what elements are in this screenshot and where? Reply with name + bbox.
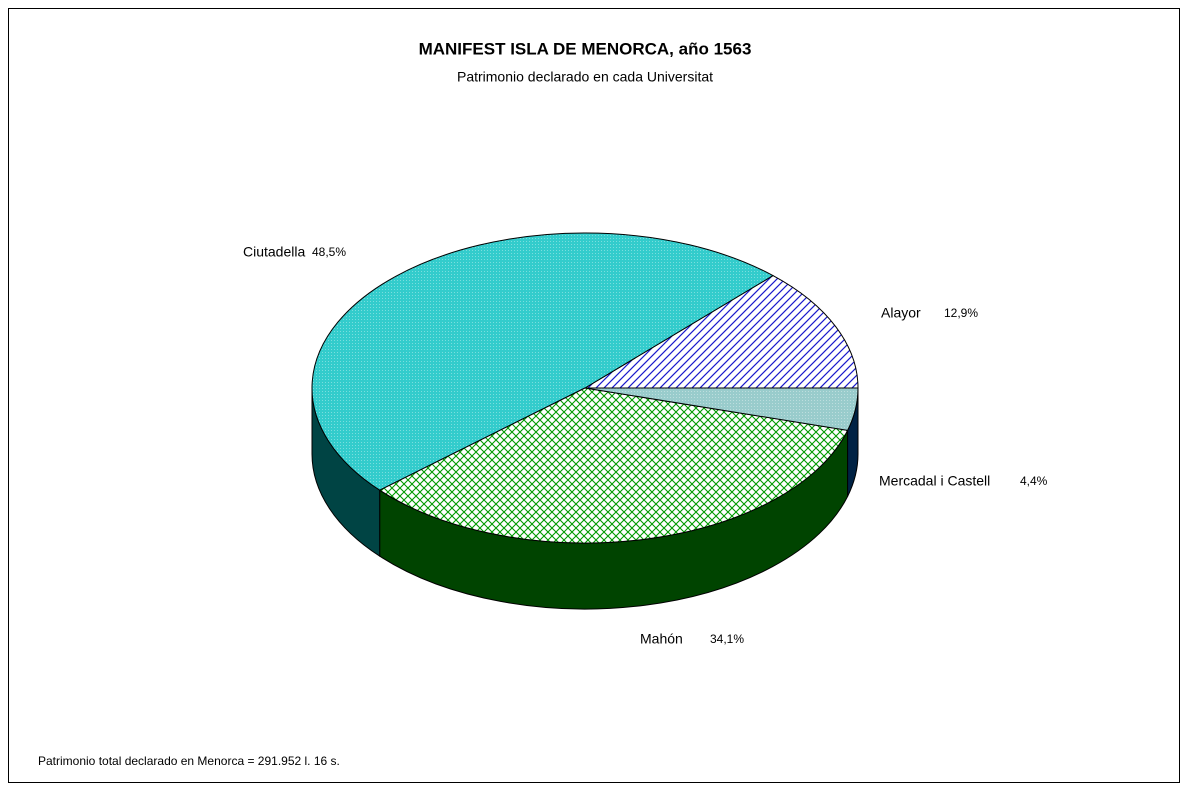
slice-value-label: 48,5% bbox=[312, 245, 346, 259]
slice-label: Mahón bbox=[640, 631, 683, 647]
chart-title: MANIFEST ISLA DE MENORCA, año 1563 bbox=[419, 39, 752, 58]
chart-subtitle: Patrimonio declarado en cada Universitat bbox=[457, 69, 713, 85]
slice bbox=[311, 232, 774, 491]
slice bbox=[584, 387, 859, 431]
slice bbox=[378, 387, 849, 544]
slice-label: Alayor bbox=[881, 305, 921, 321]
slice bbox=[583, 275, 859, 389]
slice-value-label: 4,4% bbox=[1020, 474, 1048, 488]
slice-label: Ciutadella bbox=[243, 244, 305, 260]
slice-value-label: 34,1% bbox=[710, 632, 744, 646]
slice-value-label: 12,9% bbox=[944, 306, 978, 320]
pie bbox=[311, 232, 859, 610]
annotation: Patrimonio total declarado en Menorca = … bbox=[38, 754, 340, 768]
slice-label: Mercadal i Castell bbox=[879, 473, 990, 489]
